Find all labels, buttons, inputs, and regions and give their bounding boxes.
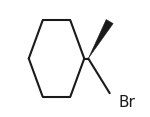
Text: Br: Br: [119, 95, 136, 110]
Polygon shape: [88, 19, 113, 58]
